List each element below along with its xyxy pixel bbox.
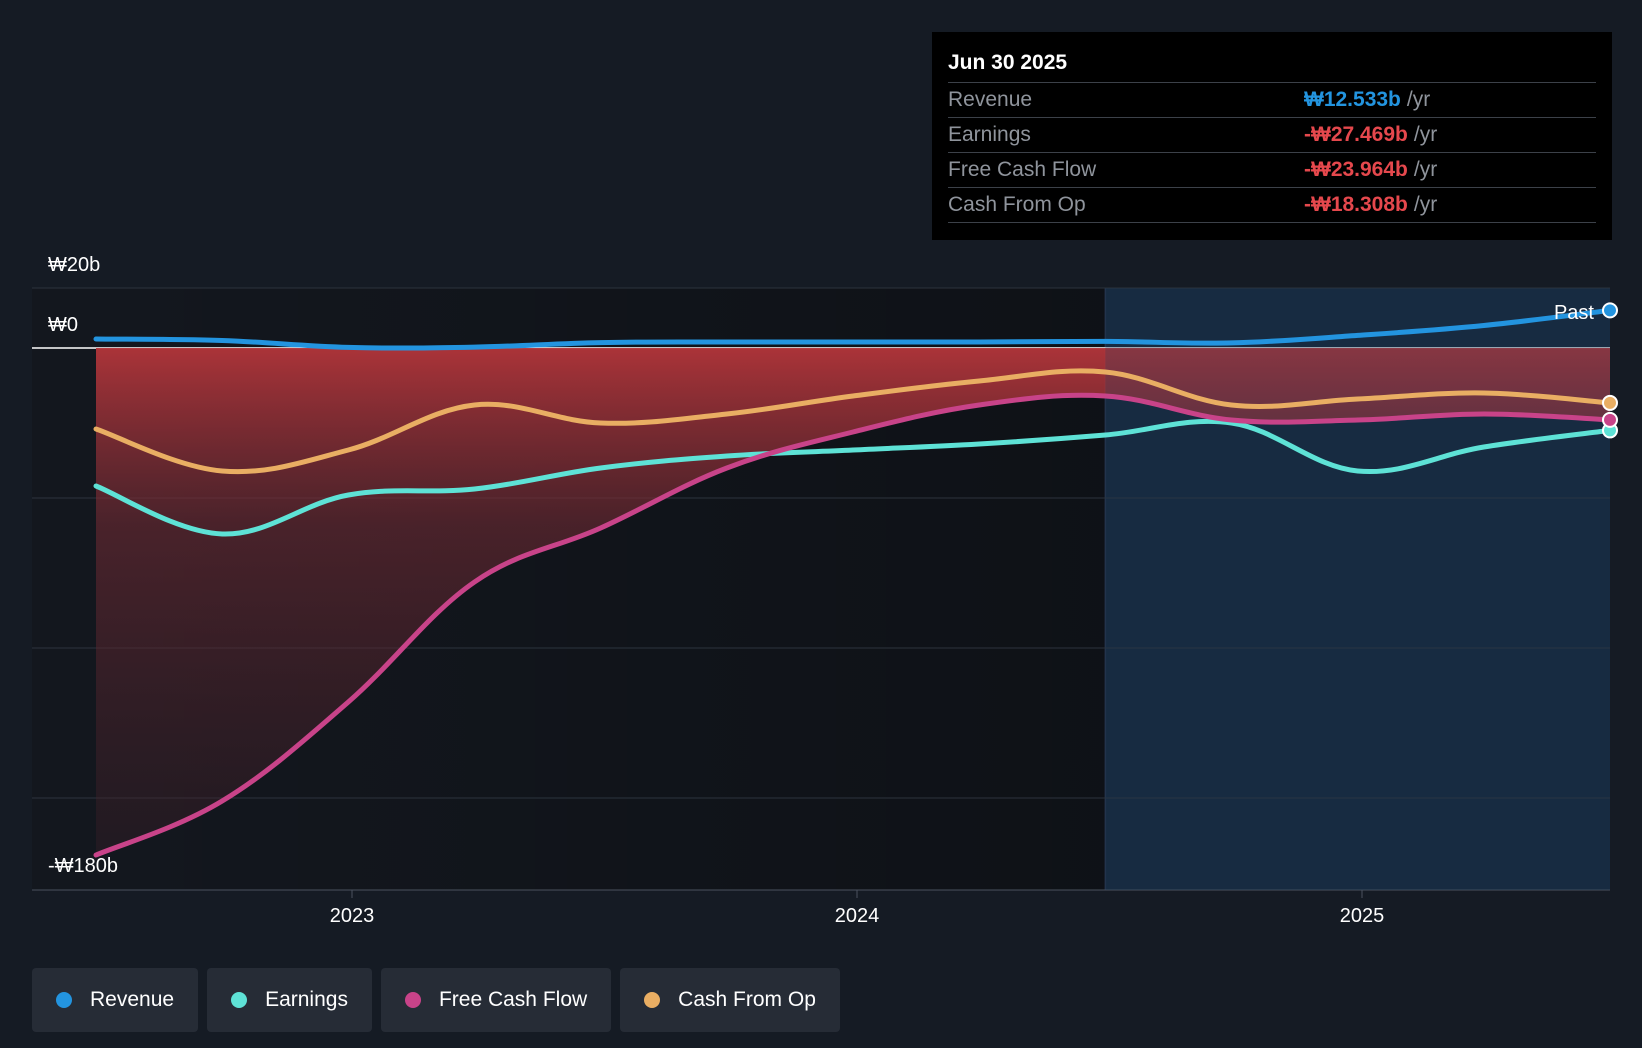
- earnings-dot-icon: [231, 992, 248, 1008]
- x-tick-label: 2025: [1340, 905, 1385, 927]
- tooltip-date: Jun 30 2025: [948, 48, 1596, 83]
- tooltip-row-unit: /yr: [1413, 123, 1438, 146]
- tooltip-row-label: Revenue: [948, 88, 1033, 111]
- legend: Revenue Earnings Free Cash Flow Cash Fro…: [32, 968, 840, 1032]
- tooltip-row-unit: /yr: [1413, 158, 1438, 181]
- y-axis-min-label: -₩180b: [48, 855, 118, 877]
- legend-item-revenue[interactable]: Revenue: [32, 968, 199, 1032]
- legend-item-earnings[interactable]: Earnings: [207, 968, 372, 1032]
- earnings-line: [93, 418, 1613, 537]
- tooltip-panel: Jun 30 2025 Revenue ₩12.533b /yr Earning…: [932, 32, 1612, 240]
- legend-label: Revenue: [90, 988, 175, 1011]
- tooltip-row-value: -₩27.469b: [1304, 123, 1408, 146]
- revenue-end-marker[interactable]: [1602, 302, 1618, 319]
- revenue-dot-icon: [56, 992, 72, 1008]
- legend-item-free-cash-flow[interactable]: Free Cash Flow: [380, 968, 612, 1032]
- legend-label: Cash From Op: [678, 988, 816, 1011]
- past-label: Past: [1554, 302, 1594, 324]
- free-cash-flow-end-marker[interactable]: [1602, 411, 1618, 428]
- tooltip-row-label: Earnings: [948, 123, 1031, 146]
- tooltip-row-value: -₩23.964b: [1304, 158, 1408, 181]
- negative-area-fill: [96, 348, 1610, 855]
- cash-from-op-line: [93, 368, 1613, 475]
- y-axis-max-label: ₩20b: [48, 254, 100, 276]
- tooltip-row-unit: /yr: [1406, 88, 1431, 111]
- x-tick-label: 2023: [330, 905, 375, 927]
- tooltip-row-label: Free Cash Flow: [948, 158, 1097, 181]
- tooltip-row-revenue: Revenue ₩12.533b /yr: [948, 83, 1596, 118]
- free-cash-flow-line: [93, 392, 1613, 858]
- tooltip-row-value: -₩18.308b: [1304, 193, 1408, 216]
- tooltip-row-free-cash-flow: Free Cash Flow -₩23.964b /yr: [948, 153, 1596, 188]
- tooltip-row-value: ₩12.533b: [1304, 88, 1401, 111]
- tooltip-row-label: Cash From Op: [948, 193, 1086, 216]
- tooltip-row-cash-from-op: Cash From Op -₩18.308b /yr: [948, 188, 1596, 223]
- free-cash-flow-dot-icon: [404, 992, 421, 1008]
- legend-label: Earnings: [265, 988, 348, 1011]
- legend-item-cash-from-op[interactable]: Cash From Op: [620, 968, 840, 1032]
- cash-from-op-dot-icon: [644, 992, 661, 1008]
- past-band-overlay: [1105, 288, 1610, 890]
- tooltip-row-unit: /yr: [1413, 193, 1438, 216]
- revenue-line: [93, 307, 1613, 351]
- legend-label: Free Cash Flow: [438, 988, 588, 1011]
- x-tick-label: 2024: [835, 905, 880, 927]
- cash-from-op-end-marker[interactable]: [1602, 394, 1618, 411]
- tooltip-row-earnings: Earnings -₩27.469b /yr: [948, 118, 1596, 153]
- y-axis-zero-label: ₩0: [48, 314, 78, 336]
